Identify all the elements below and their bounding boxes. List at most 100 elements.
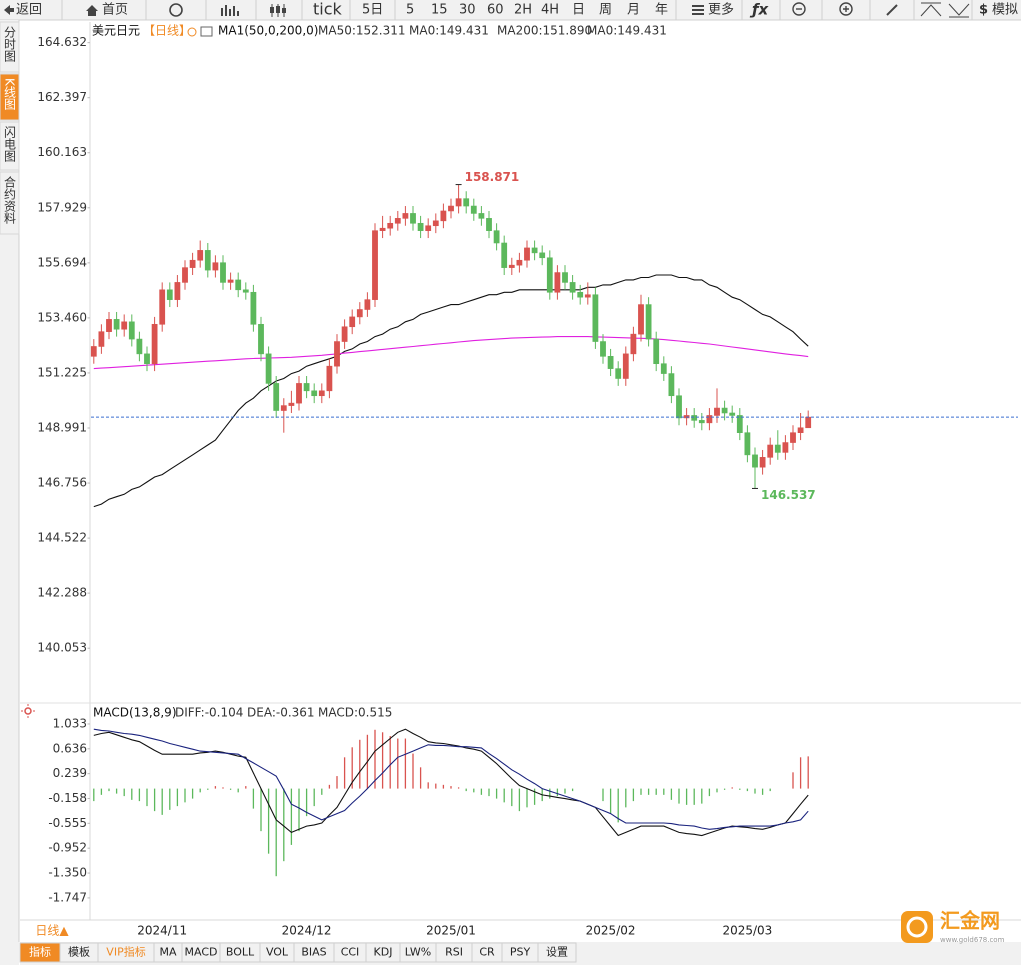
candle-body <box>569 282 576 293</box>
logo-mark <box>901 911 933 943</box>
candle-icon-body <box>282 8 286 13</box>
indicator-tab-label[interactable]: LW% <box>405 946 431 959</box>
candle-body <box>600 341 606 357</box>
candle-body <box>159 289 166 325</box>
indicator-tab-label[interactable]: BIAS <box>301 946 326 959</box>
candle-body <box>341 326 348 342</box>
candle-body <box>425 225 432 231</box>
indicator-tab-label[interactable]: KDJ <box>374 946 393 959</box>
candle-body <box>508 264 515 268</box>
candle-body <box>402 213 409 219</box>
candle-body <box>296 383 302 404</box>
toolbar-button[interactable]: tick <box>313 0 343 19</box>
indicator-tab-label[interactable]: VIP指标 <box>106 945 145 959</box>
sidebar-tab-label[interactable]: 闪电图 <box>3 126 17 162</box>
low-label: 146.537 <box>761 488 816 502</box>
y-tick-label: 160.163 <box>37 145 87 159</box>
indicator-tab-label[interactable]: RSI <box>445 946 463 959</box>
sidebar-tab-label[interactable]: 分时图 <box>3 26 17 62</box>
candle-body <box>204 250 211 271</box>
indicator-tab-label[interactable]: 设置 <box>546 946 568 959</box>
legend-entry: MACD:0.515 <box>318 706 392 720</box>
period-button-label[interactable]: 日线▲ <box>35 924 69 938</box>
candle-body <box>455 198 462 207</box>
candle-body <box>676 395 682 419</box>
home-icon <box>86 5 98 16</box>
candle-body <box>577 291 584 298</box>
candle-body <box>706 415 713 424</box>
sidebar-tab[interactable] <box>0 171 20 235</box>
toolbar-button[interactable]: 2H <box>514 3 532 18</box>
candle-body <box>638 304 644 335</box>
indicator-tab-label[interactable]: MACD <box>185 946 218 959</box>
toolbar-button[interactable]: 更多 <box>708 2 734 18</box>
sidebar-tab[interactable] <box>0 73 20 121</box>
toolbar-button[interactable]: 15 <box>431 3 448 18</box>
y-tick-label: 162.397 <box>37 90 87 104</box>
toolbar-button[interactable]: 5日 <box>362 3 383 18</box>
indicator-tab-label[interactable]: VOL <box>266 946 289 959</box>
candle-body <box>774 444 781 453</box>
y-tick-label: 0.636 <box>53 741 87 755</box>
period-label: 【日线】 <box>143 24 191 38</box>
legend-entry: DEA:-0.361 <box>247 706 315 720</box>
toolbar-button[interactable]: 模拟 <box>992 3 1018 18</box>
back-icon <box>4 5 14 15</box>
y-tick-label: 140.053 <box>37 641 87 655</box>
toolbar-button[interactable]: 日 <box>572 3 585 18</box>
candle-body <box>311 390 318 397</box>
draw-up-icon <box>920 2 942 17</box>
indicator-tab-label[interactable]: PSY <box>510 946 531 959</box>
candle-body <box>630 333 637 355</box>
candle-body <box>767 444 774 458</box>
candle-body <box>470 205 477 214</box>
toolbar-button[interactable]: 返回 <box>16 3 42 18</box>
candle-body <box>174 282 181 300</box>
toolbar-button[interactable]: 周 <box>599 3 612 18</box>
candle-body <box>98 331 105 347</box>
period-button[interactable] <box>20 921 84 940</box>
sidebar-tab-label[interactable]: 合约资料 <box>3 175 17 224</box>
indicator-tab-label[interactable]: BOLL <box>226 946 255 959</box>
legend-entry: MA0:149.431 <box>409 24 489 38</box>
toolbar-button[interactable]: 5 <box>406 3 414 18</box>
candle-body <box>721 407 728 414</box>
candle-body <box>265 353 272 384</box>
settings-icon <box>187 27 197 37</box>
candle-body <box>432 220 439 227</box>
indicator-tab-label[interactable]: CCI <box>341 946 360 959</box>
candle-body <box>250 291 257 325</box>
toolbar-button[interactable]: 60 <box>487 3 504 18</box>
indicator-tab-label[interactable]: CR <box>479 946 495 959</box>
toolbar-button[interactable]: 4H <box>541 3 559 18</box>
indicator-tab-label[interactable]: 模板 <box>68 945 90 959</box>
candle-body <box>622 353 629 379</box>
candle-body <box>394 218 401 224</box>
candle-body <box>106 319 112 332</box>
sidebar-tab[interactable] <box>0 21 20 73</box>
candle-body <box>440 210 447 222</box>
toolbar-button[interactable]: 30 <box>459 3 476 18</box>
y-tick-label: -1.350 <box>48 866 87 880</box>
y-tick-label: 157.929 <box>37 200 87 214</box>
y-tick-label: 0.239 <box>53 766 87 780</box>
x-tick-label: 2025/03 <box>722 924 772 938</box>
macd-line <box>93 728 809 830</box>
candle-icon-body <box>276 6 280 13</box>
candle-body <box>273 383 280 411</box>
candle-body <box>410 213 416 224</box>
indicator-tab-label[interactable]: 指标 <box>29 945 51 959</box>
indicator-tab-label[interactable]: MA <box>159 946 176 959</box>
candle-body <box>379 227 386 231</box>
toolbar-button[interactable]: 年 <box>655 3 668 18</box>
candle-body <box>318 390 325 397</box>
candle-body <box>752 454 758 468</box>
sidebar-tab-label[interactable]: K线图 <box>3 78 17 110</box>
toolbar-button[interactable]: 月 <box>627 3 640 18</box>
sidebar-tab[interactable] <box>0 121 20 171</box>
candle-icon-body <box>270 7 274 13</box>
candle-body <box>356 309 363 318</box>
toolbar-button[interactable]: 首页 <box>102 3 128 18</box>
fx-icon: ƒx <box>749 1 770 19</box>
indicator-tab[interactable] <box>537 942 577 963</box>
